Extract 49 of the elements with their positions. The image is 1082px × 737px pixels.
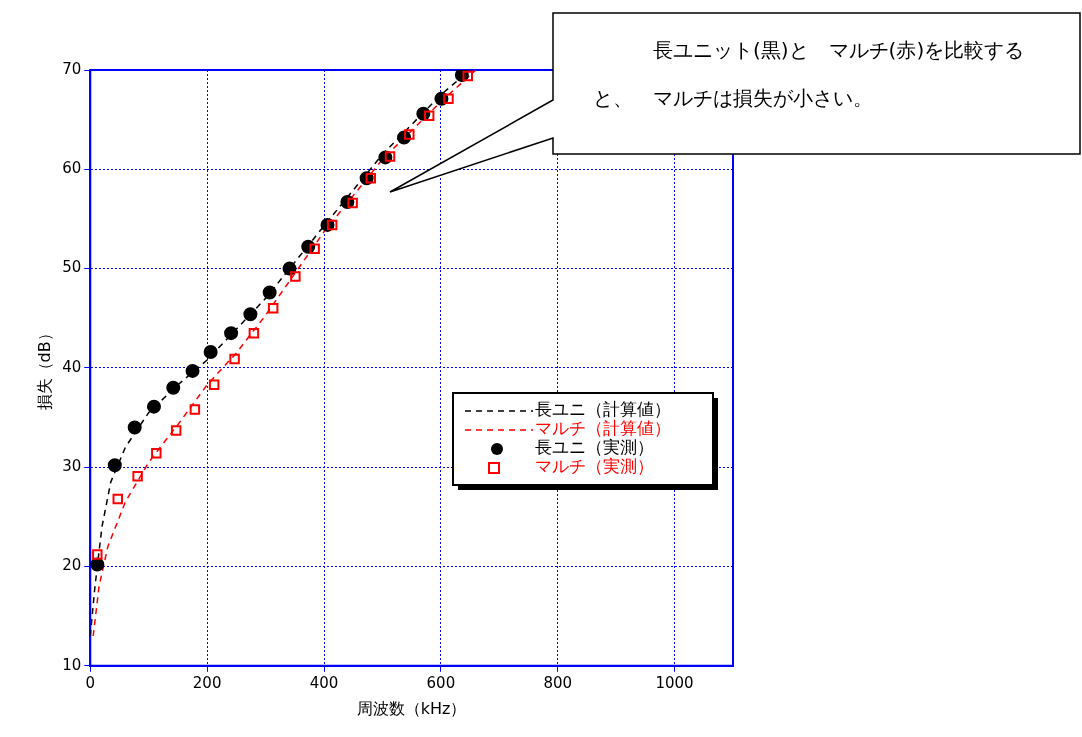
point [229, 353, 240, 365]
point [267, 303, 279, 314]
point [132, 470, 143, 482]
point [248, 327, 260, 339]
point [146, 399, 161, 414]
point [462, 70, 473, 82]
point [92, 549, 103, 560]
point [112, 493, 123, 505]
x-tick-label: 1000 [655, 673, 694, 692]
point [243, 307, 258, 322]
point [208, 379, 220, 391]
y-axis-title: 損失（dB） [34, 325, 54, 411]
point [189, 404, 201, 415]
point [347, 197, 358, 209]
point [107, 458, 122, 473]
y-tick-label: 60 [62, 159, 82, 178]
legend-label: 長ユニ（計算値） [535, 399, 671, 420]
y-tick-label: 40 [62, 357, 82, 376]
legend-label: マルチ（計算値） [535, 418, 671, 439]
legend-label: マルチ（実測） [535, 456, 654, 477]
point [423, 110, 435, 121]
y-tick-label: 10 [62, 655, 82, 674]
x-tick-label: 800 [543, 673, 573, 692]
y-tick-label: 70 [62, 59, 82, 78]
x-tick-label: 200 [192, 673, 222, 692]
y-tick-label: 50 [62, 258, 82, 277]
y-tick-label: 30 [62, 457, 82, 476]
x-tick-label: 400 [309, 673, 339, 692]
point [384, 151, 396, 162]
y-tick-label: 20 [62, 556, 82, 575]
point [151, 448, 162, 459]
point [309, 243, 320, 254]
x-tick-label: 0 [85, 673, 96, 692]
legend-label: 長ユニ（実測） [535, 437, 654, 458]
point [365, 172, 376, 184]
point [290, 271, 301, 282]
point [262, 285, 277, 300]
point [224, 326, 239, 341]
x-tick-label: 600 [426, 673, 456, 692]
point [127, 420, 142, 435]
point [404, 129, 415, 140]
point [170, 425, 182, 436]
point [166, 380, 181, 395]
x-axis-title: 周波数（kHz） [356, 698, 467, 718]
point [326, 219, 338, 231]
point [203, 345, 218, 360]
text: 長ユニット(黒)と マルチ(赤)を比較すると、 マルチは損失が小さい。 [593, 38, 1025, 110]
point [443, 93, 454, 105]
point [185, 363, 200, 378]
